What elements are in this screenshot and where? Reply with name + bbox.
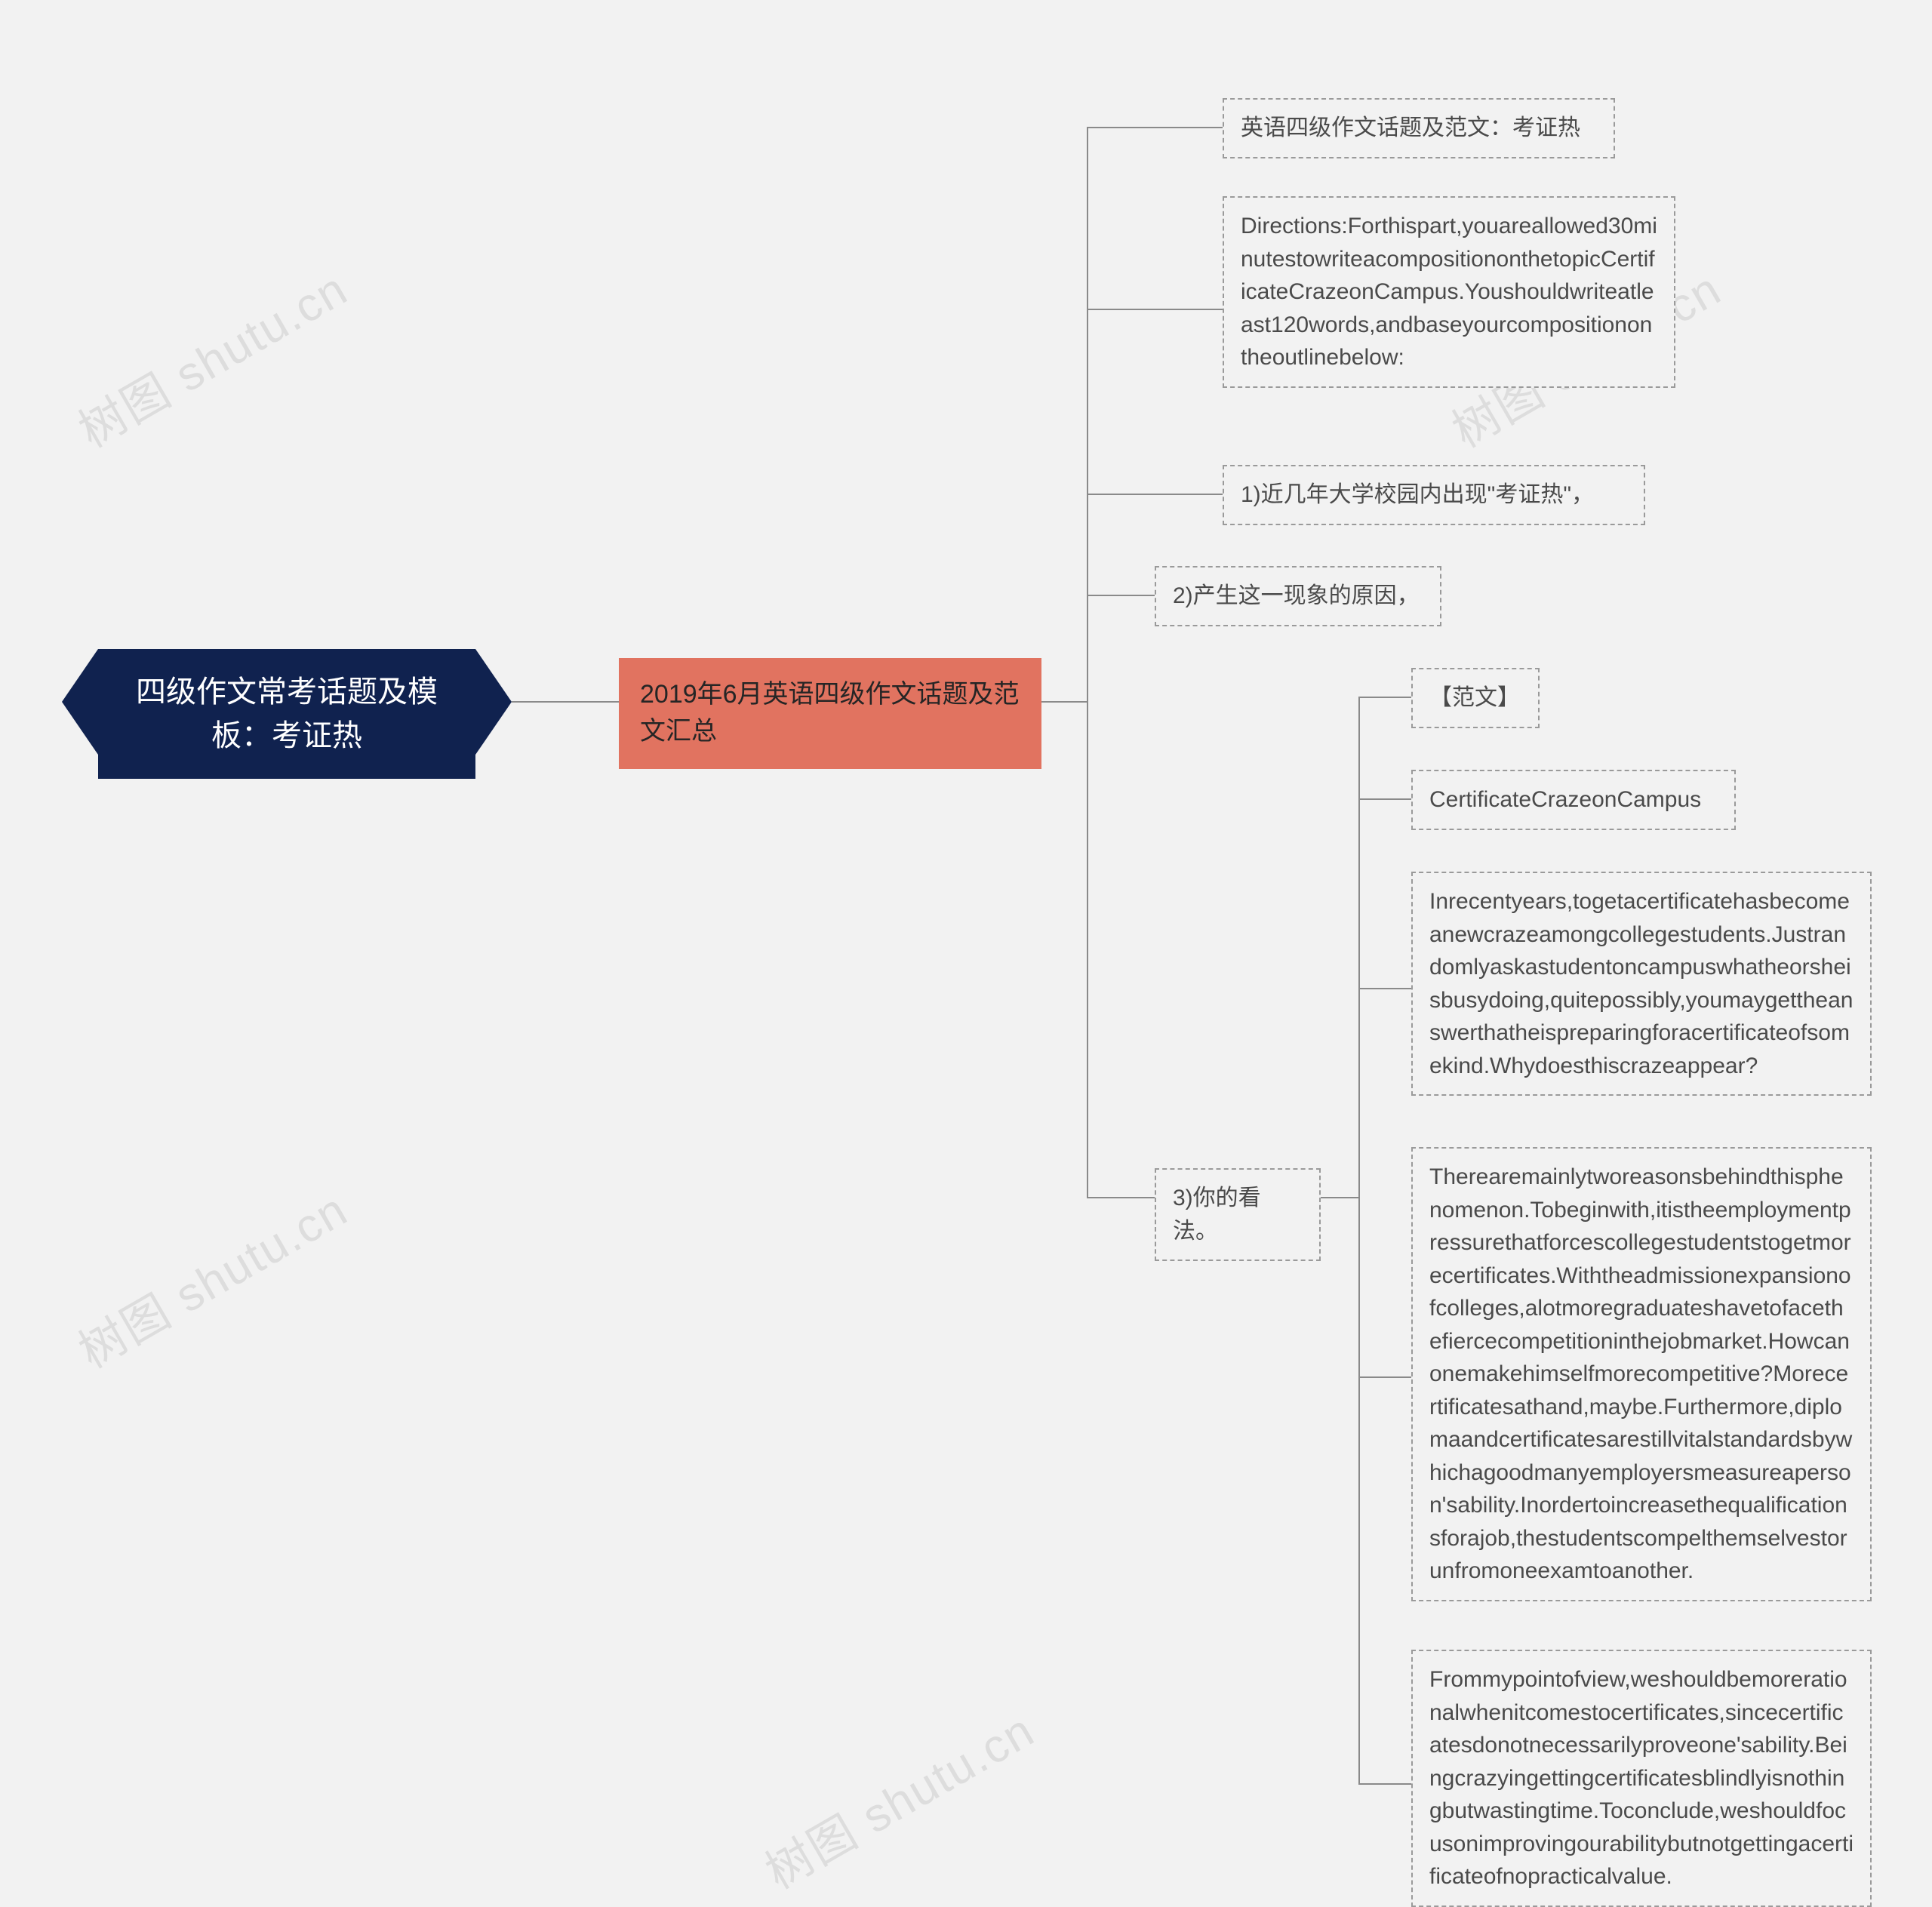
connector [1321,1197,1358,1198]
mindmap-leaf: CertificateCrazeonCampus [1411,770,1736,830]
root-text: 四级作文常考话题及模板：考证热 [136,675,438,752]
connector [1041,701,1087,703]
watermark: 树图 shutu.cn [64,251,358,460]
level2-text: 2019年6月英语四级作文话题及范文汇总 [640,680,1020,746]
mindmap-leaf: Therearemainlytworeasonsbehindthisphenom… [1411,1147,1872,1601]
connector [1358,798,1411,800]
mindmap-leaf: Directions:Forthispart,youareallowed30mi… [1223,196,1675,388]
mindmap-root: 四级作文常考话题及模板：考证热 [98,649,475,779]
leaf-text: 1)近几年大学校园内出现"考证热"， [1241,482,1594,507]
leaf-text: Directions:Forthispart,youareallowed30mi… [1241,214,1657,370]
connector [1358,697,1411,698]
leaf-text: 2)产生这一现象的原因， [1173,583,1420,608]
connector-bus [1358,697,1360,1785]
connector [1087,127,1223,128]
watermark: 树图 shutu.cn [64,1172,358,1381]
connector-bus [1087,127,1088,1198]
connector [512,701,619,703]
mindmap-leaf: 英语四级作文话题及范文：考证热 [1223,98,1615,158]
leaf-text: 【范文】 [1429,685,1520,710]
mindmap-leaf: 【范文】 [1411,668,1540,728]
leaf-text: 3)你的看法。 [1173,1186,1261,1244]
connector [1087,1197,1155,1198]
connector [1087,309,1223,310]
watermark: 树图 shutu.cn [751,1693,1044,1902]
leaf-text: 英语四级作文话题及范文：考证热 [1241,115,1580,140]
connector [1358,988,1411,989]
mindmap-leaf: 3)你的看法。 [1155,1168,1321,1261]
leaf-text: CertificateCrazeonCampus [1429,787,1701,812]
leaf-text: Frommypointofview,weshouldbemorerational… [1429,1667,1854,1889]
connector [1087,595,1155,596]
connector [1358,1376,1411,1378]
mindmap-leaf: 2)产生这一现象的原因， [1155,566,1441,626]
leaf-text: Inrecentyears,togetacertificatehasbecome… [1429,889,1853,1078]
connector [1358,1783,1411,1785]
mindmap-node-level2: 2019年6月英语四级作文话题及范文汇总 [619,658,1041,769]
mindmap-canvas: { "colors": { "page_bg": "#f2f2f2", "wat… [0,0,1932,1840]
mindmap-leaf: Frommypointofview,weshouldbemorerational… [1411,1650,1872,1907]
mindmap-leaf: Inrecentyears,togetacertificatehasbecome… [1411,872,1872,1096]
connector [1087,494,1223,495]
leaf-text: Therearemainlytworeasonsbehindthisphenom… [1429,1164,1852,1583]
mindmap-leaf: 1)近几年大学校园内出现"考证热"， [1223,465,1645,525]
